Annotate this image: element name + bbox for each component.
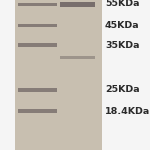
Bar <box>18 24 57 27</box>
Bar <box>15 0 102 150</box>
Bar <box>60 56 94 58</box>
Text: 18.4KDa: 18.4KDa <box>105 106 150 116</box>
Text: 25KDa: 25KDa <box>105 85 140 94</box>
Text: 35KDa: 35KDa <box>105 40 140 50</box>
Bar <box>18 109 57 113</box>
Text: 45KDa: 45KDa <box>105 21 140 30</box>
Bar <box>18 43 57 47</box>
Bar <box>60 2 94 7</box>
Bar <box>18 88 57 92</box>
Bar <box>18 3 57 6</box>
Text: 55KDa: 55KDa <box>105 0 140 8</box>
